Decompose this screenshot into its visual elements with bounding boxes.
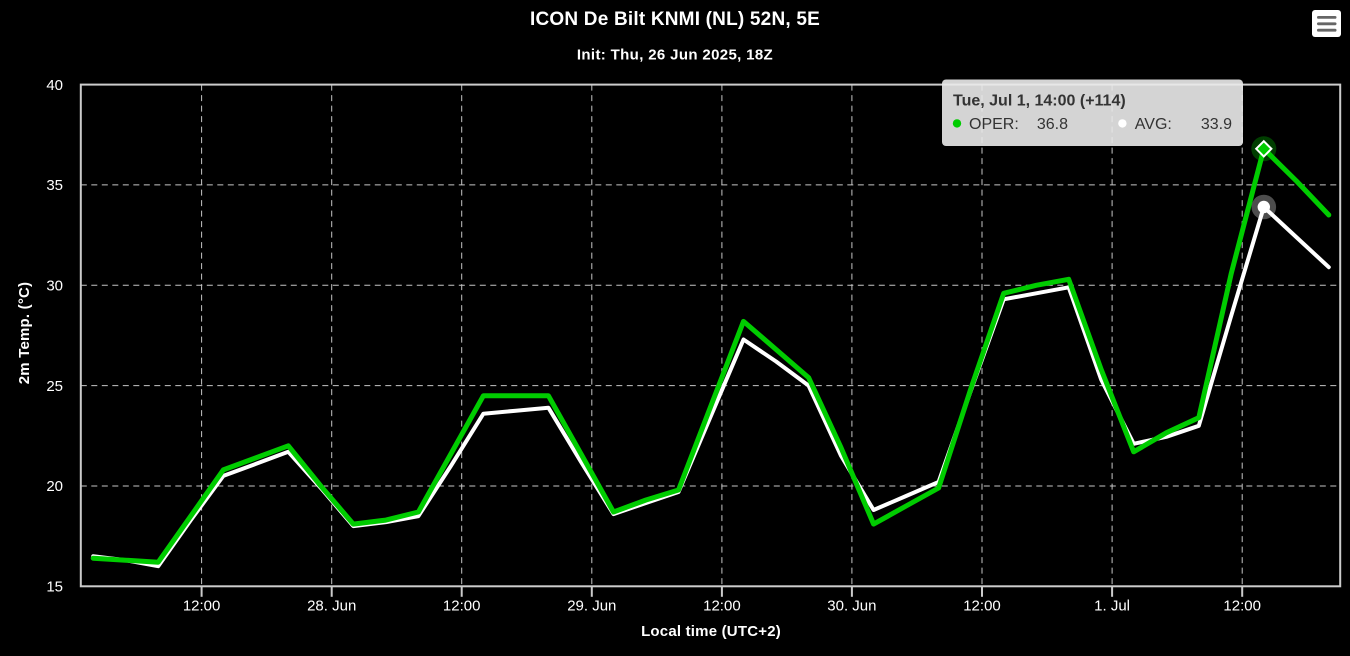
svg-text:12:00: 12:00 bbox=[703, 598, 741, 615]
svg-text:AVG:: AVG: bbox=[1135, 116, 1172, 133]
svg-text:33.9: 33.9 bbox=[1201, 116, 1232, 133]
svg-text:Init: Thu, 26 Jun 2025, 18Z: Init: Thu, 26 Jun 2025, 18Z bbox=[577, 47, 773, 64]
svg-text:35: 35 bbox=[46, 177, 63, 194]
svg-text:12:00: 12:00 bbox=[963, 598, 1001, 615]
svg-text:12:00: 12:00 bbox=[183, 598, 221, 615]
svg-text:40: 40 bbox=[46, 77, 63, 94]
svg-text:28. Jun: 28. Jun bbox=[307, 598, 356, 615]
svg-text:OPER:: OPER: bbox=[969, 116, 1019, 133]
svg-text:12:00: 12:00 bbox=[443, 598, 481, 615]
svg-text:30: 30 bbox=[46, 278, 63, 295]
svg-text:25: 25 bbox=[46, 378, 63, 395]
svg-text:20: 20 bbox=[46, 478, 63, 495]
svg-text:15: 15 bbox=[46, 579, 63, 596]
svg-text:29. Jun: 29. Jun bbox=[567, 598, 616, 615]
svg-text:30. Jun: 30. Jun bbox=[827, 598, 876, 615]
svg-text:Tue, Jul 1, 14:00 (+114): Tue, Jul 1, 14:00 (+114) bbox=[953, 93, 1126, 110]
svg-text:1. Jul: 1. Jul bbox=[1094, 598, 1130, 615]
svg-text:36.8: 36.8 bbox=[1037, 116, 1068, 133]
svg-text:ICON De Bilt KNMI (NL) 52N, 5E: ICON De Bilt KNMI (NL) 52N, 5E bbox=[530, 9, 820, 30]
svg-text:Local time (UTC+2): Local time (UTC+2) bbox=[641, 623, 781, 640]
svg-text:12:00: 12:00 bbox=[1223, 598, 1261, 615]
svg-text:2m Temp. (°C): 2m Temp. (°C) bbox=[16, 282, 33, 385]
